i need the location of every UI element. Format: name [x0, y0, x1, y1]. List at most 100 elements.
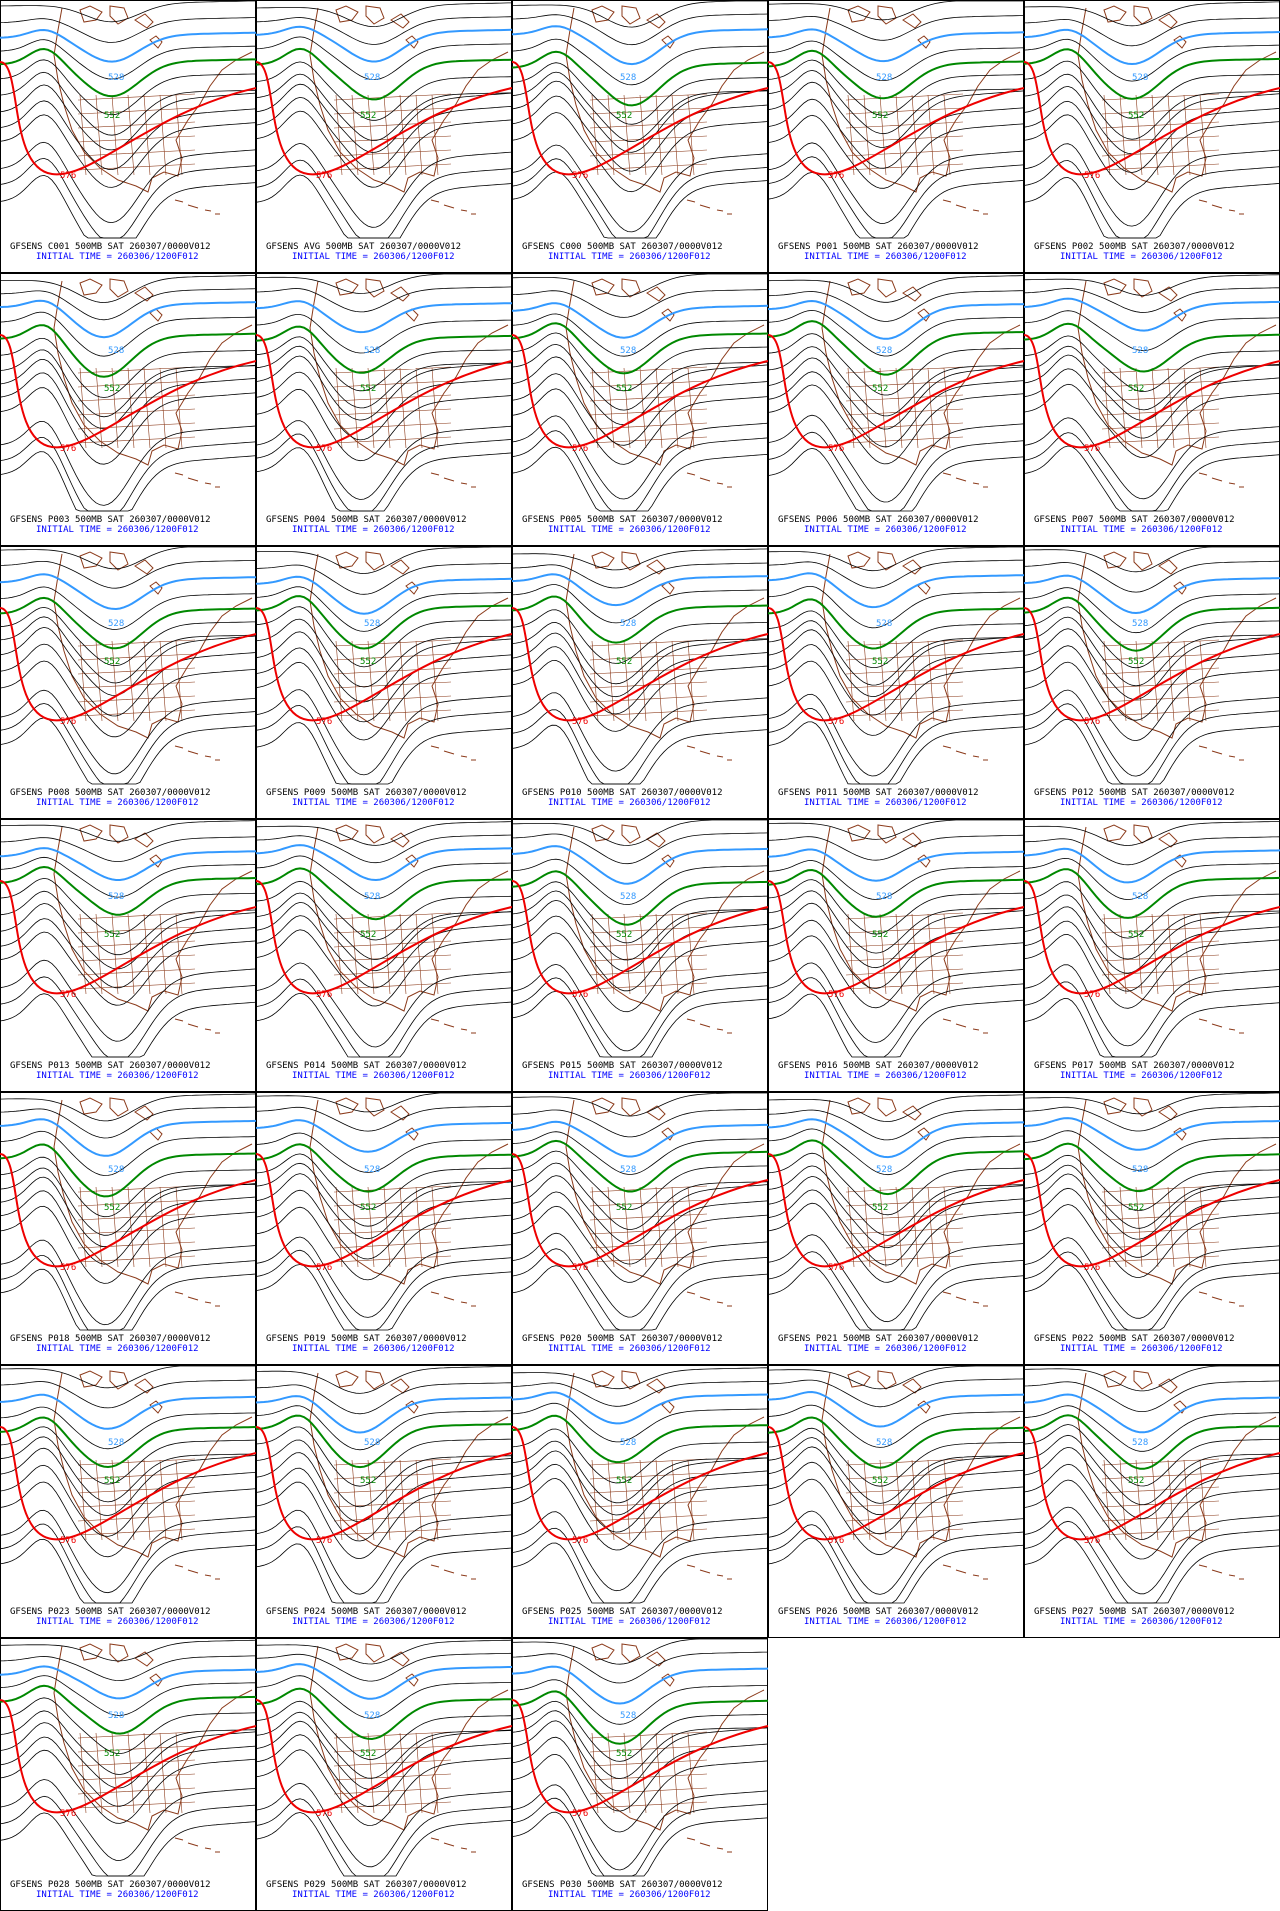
contour-552 — [1023, 48, 1280, 100]
height-contour — [255, 901, 513, 972]
height-contour — [511, 692, 769, 772]
contour-label: 528 — [364, 1438, 380, 1448]
map-panel: 576 552 528 GFSENS P029 500MB SAT 260307/00… — [255, 1638, 513, 1911]
panel-border — [512, 1365, 768, 1638]
height-contour — [511, 632, 769, 698]
contour-552 — [511, 1414, 768, 1464]
height-contour — [255, 1639, 513, 1665]
map-panel: 576 552 528 GFSENS P008 500MB SAT 260307/00… — [0, 546, 257, 819]
height-contour — [0, 836, 257, 862]
height-contour — [0, 1639, 257, 1662]
height-contour — [0, 606, 256, 667]
contour-label: 576 — [828, 171, 844, 181]
caribbean — [174, 472, 220, 488]
height-contour — [1023, 1154, 1280, 1212]
map-panel: 576 552 528 GFSENS P003 500MB SAT 260307/00… — [0, 273, 257, 546]
height-contour — [255, 1206, 513, 1281]
contour-552 — [511, 595, 769, 644]
contour-576 — [255, 61, 513, 176]
contour-576 — [255, 880, 513, 995]
contour-label: 552 — [616, 384, 632, 394]
arctic-islands — [79, 1097, 163, 1141]
contour-label: 576 — [60, 444, 76, 454]
height-contour — [255, 586, 512, 632]
height-contour — [511, 171, 769, 239]
height-contour — [511, 1440, 769, 1504]
height-contour — [255, 618, 513, 688]
height-contour — [255, 388, 513, 462]
panel-subtitle: INITIAL TIME = 260306/1200F012 — [548, 1071, 711, 1081]
coastline — [565, 1645, 765, 1831]
height-contour — [255, 1749, 513, 1826]
caribbean — [430, 1291, 476, 1307]
caribbean — [1198, 1291, 1244, 1307]
height-contour — [511, 881, 769, 944]
height-contour — [511, 915, 769, 992]
height-contour — [1023, 354, 1280, 421]
height-contour — [511, 709, 769, 785]
height-contour — [0, 931, 257, 1006]
height-contour — [0, 1447, 257, 1516]
height-contour — [767, 890, 1025, 954]
height-contour — [767, 69, 1025, 135]
arctic-islands — [591, 1097, 675, 1141]
height-contour — [511, 724, 769, 785]
contour-label: 552 — [104, 1203, 120, 1213]
height-contour — [767, 1189, 1025, 1266]
contour-552 — [511, 870, 769, 926]
contour-label: 552 — [360, 1203, 376, 1213]
map-panel: 576 552 528 GFSENS P014 500MB SAT 260307/00… — [255, 819, 513, 1092]
contour-label: 552 — [104, 1476, 120, 1486]
map-panel: 576 552 528 GFSENS AVG 500MB SAT 260307/000… — [255, 0, 513, 273]
height-contour — [0, 1268, 257, 1331]
contour-label: 528 — [620, 1711, 636, 1721]
caribbean — [430, 1564, 476, 1580]
height-contour — [255, 61, 513, 121]
arctic-islands — [335, 824, 419, 868]
height-contour — [255, 992, 513, 1058]
panel-title: GFSENS P009 500MB SAT 260307/0000V012 — [266, 788, 466, 798]
contour-label: 552 — [872, 930, 888, 940]
height-contour — [512, 1638, 768, 1665]
height-contour — [511, 584, 769, 624]
panel-border — [0, 1092, 256, 1365]
height-contour — [255, 1162, 512, 1227]
contour-552 — [255, 325, 513, 374]
panel-border — [256, 819, 512, 1092]
contour-576 — [511, 880, 769, 995]
panel-title: GFSENS P018 500MB SAT 260307/0000V012 — [10, 1334, 210, 1344]
contour-576 — [1023, 1426, 1280, 1541]
contour-label: 552 — [1128, 111, 1144, 121]
panel-border — [512, 0, 768, 273]
height-contour — [0, 1464, 257, 1537]
contour-528 — [511, 25, 769, 66]
height-contour — [0, 586, 257, 630]
height-contour — [767, 879, 1024, 935]
map-panel: 576 552 528 GFSENS C001 500MB SAT 260307/00… — [0, 0, 257, 273]
height-contour — [511, 373, 769, 446]
height-contour — [767, 1478, 1025, 1556]
contour-552 — [0, 324, 257, 378]
height-contour — [1023, 383, 1280, 458]
height-contour — [1023, 1506, 1280, 1595]
panel-border — [1024, 273, 1280, 546]
contour-label: 528 — [108, 892, 124, 902]
height-contour — [255, 1173, 513, 1240]
height-contour — [768, 819, 1024, 840]
caribbean — [174, 1564, 220, 1580]
panel-border — [0, 1365, 256, 1638]
caribbean — [430, 199, 476, 215]
panel-border — [768, 546, 1024, 819]
contour-label: 552 — [872, 1203, 888, 1213]
coastline — [309, 1099, 509, 1285]
panel-title: GFSENS C001 500MB SAT 260307/0000V012 — [10, 242, 210, 252]
height-contour — [767, 834, 1025, 861]
height-contour — [255, 314, 512, 354]
panel-subtitle: INITIAL TIME = 260306/1200F012 — [1060, 252, 1223, 262]
height-contour — [255, 174, 513, 239]
height-contour — [255, 16, 513, 45]
height-contour — [767, 114, 1025, 189]
height-contour — [1023, 1237, 1280, 1319]
coastline — [565, 7, 765, 193]
panel-subtitle: INITIAL TIME = 260306/1200F012 — [36, 1071, 199, 1081]
